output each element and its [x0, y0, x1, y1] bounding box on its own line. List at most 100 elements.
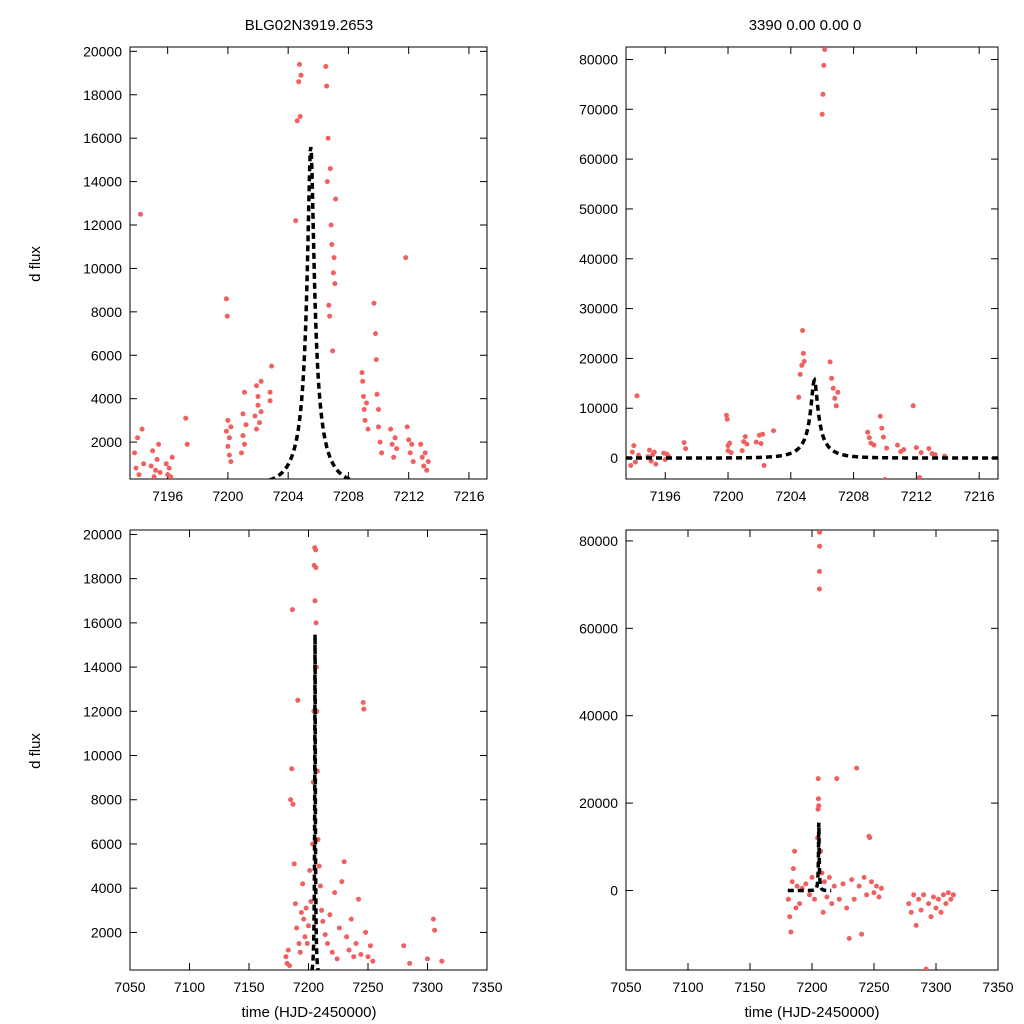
data-point: [257, 420, 262, 426]
data-point: [327, 313, 333, 319]
y-tick-label: 2000: [91, 924, 122, 940]
x-tick-label: 7100: [672, 979, 703, 995]
x-tick-label: 7200: [712, 488, 743, 504]
data-point: [224, 313, 230, 319]
data-point: [820, 91, 826, 97]
data-point: [938, 909, 944, 915]
data-point: [336, 925, 342, 931]
data-point: [333, 196, 339, 202]
data-point: [166, 465, 172, 471]
data-point: [421, 463, 427, 469]
data-point: [376, 424, 381, 430]
data-point: [792, 848, 798, 854]
data-point: [255, 394, 261, 399]
data-point: [365, 426, 371, 432]
data-point: [300, 881, 306, 887]
data-point: [906, 901, 912, 907]
data-point: [371, 300, 377, 306]
data-point: [294, 118, 300, 124]
data-point: [807, 892, 812, 898]
y-tick-label: 50000: [579, 201, 618, 217]
data-point: [339, 879, 345, 885]
data-point: [918, 450, 924, 456]
data-point: [683, 446, 689, 452]
data-point: [331, 255, 337, 261]
y-tick-label: 20000: [83, 43, 122, 59]
data-point: [239, 450, 244, 456]
data-point: [312, 598, 318, 604]
data-point: [373, 357, 379, 363]
data-point: [294, 925, 300, 931]
data-point: [374, 391, 380, 397]
y-tick-label: 2000: [91, 434, 122, 450]
data-point: [169, 454, 175, 460]
data-point: [830, 385, 836, 391]
y-tick-label: 80000: [579, 533, 618, 549]
ylabel-top-left: d flux: [27, 246, 44, 282]
data-point: [223, 296, 229, 302]
data-point: [865, 429, 871, 435]
data-point: [910, 403, 916, 409]
data-point: [931, 894, 936, 900]
data-point: [943, 901, 949, 907]
data-point: [361, 394, 366, 399]
data-point: [228, 459, 234, 465]
data-point: [379, 450, 385, 456]
data-point: [296, 79, 302, 85]
y-tick-label: 14000: [83, 659, 122, 675]
data-point: [648, 458, 654, 464]
data-point: [365, 954, 371, 960]
data-point: [361, 407, 367, 412]
y-tick-label: 12000: [83, 217, 122, 233]
x-tick-label: 7300: [920, 979, 951, 995]
data-point: [430, 916, 436, 922]
y-tick-label: 80000: [579, 51, 618, 67]
data-point: [822, 47, 828, 52]
data-point: [877, 413, 883, 419]
data-point: [324, 83, 330, 89]
data-point: [156, 441, 162, 447]
data-point: [932, 452, 938, 458]
data-point: [304, 941, 310, 946]
data-point: [363, 929, 369, 935]
data-point: [439, 958, 445, 964]
data-point: [884, 445, 890, 451]
data-point: [632, 459, 638, 465]
data-point: [301, 916, 307, 922]
y-tick-label: 30000: [579, 301, 618, 317]
data-point: [410, 459, 416, 465]
data-point: [346, 947, 352, 953]
x-tick-label: 7150: [734, 979, 765, 995]
data-point: [834, 776, 840, 782]
x-tick-label: 7250: [352, 979, 383, 995]
data-point: [878, 885, 884, 891]
y-tick-label: 60000: [579, 620, 618, 636]
data-point: [727, 440, 733, 446]
data-point: [255, 402, 261, 408]
data-point: [866, 435, 872, 441]
panel-title-left: BLG02N3919.2653: [245, 17, 373, 34]
data-point: [319, 907, 325, 913]
data-point: [332, 281, 338, 287]
data-point: [306, 923, 311, 929]
x-tick-label: 7100: [174, 979, 205, 995]
data-point: [742, 434, 748, 440]
data-point: [133, 465, 139, 471]
data-point: [418, 441, 424, 447]
data-point: [407, 450, 413, 456]
data-point: [183, 415, 189, 421]
data-point: [317, 883, 323, 889]
data-point: [324, 179, 330, 185]
data-point: [360, 378, 366, 384]
data-point: [628, 463, 634, 468]
y-tick-label: 18000: [83, 571, 122, 587]
data-point: [303, 905, 309, 911]
data-point: [297, 114, 303, 119]
data-point: [681, 440, 687, 446]
data-point: [329, 242, 335, 247]
data-point: [829, 901, 835, 907]
data-point: [794, 883, 800, 889]
data-point: [358, 952, 364, 957]
data-point: [320, 918, 326, 924]
data-point: [753, 439, 759, 445]
